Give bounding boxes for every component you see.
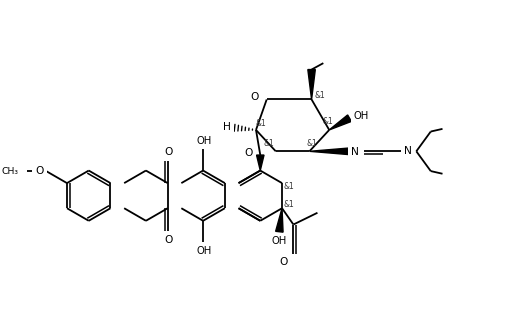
Text: O: O (244, 148, 253, 158)
Text: &1: &1 (264, 139, 275, 148)
Polygon shape (329, 115, 352, 130)
Text: N: N (405, 146, 412, 156)
Text: CH₃: CH₃ (2, 167, 19, 176)
Text: O: O (164, 235, 173, 245)
Text: H: H (223, 122, 231, 132)
Text: OH: OH (271, 236, 286, 246)
Text: OH: OH (196, 136, 211, 145)
Polygon shape (256, 155, 264, 170)
Text: OH: OH (196, 246, 211, 256)
Text: O: O (36, 166, 44, 176)
Polygon shape (308, 70, 315, 99)
Text: &1: &1 (284, 182, 294, 191)
Text: &1: &1 (307, 139, 318, 148)
Polygon shape (310, 147, 354, 155)
Text: &1: &1 (323, 117, 333, 126)
Text: O: O (164, 146, 173, 156)
Text: OH: OH (354, 111, 369, 121)
Text: &1: &1 (314, 91, 325, 100)
Text: O: O (280, 257, 288, 267)
Text: &1: &1 (284, 200, 294, 209)
Text: O: O (251, 92, 259, 102)
Text: &1: &1 (256, 119, 267, 128)
Polygon shape (276, 208, 283, 232)
Text: N: N (351, 147, 359, 157)
